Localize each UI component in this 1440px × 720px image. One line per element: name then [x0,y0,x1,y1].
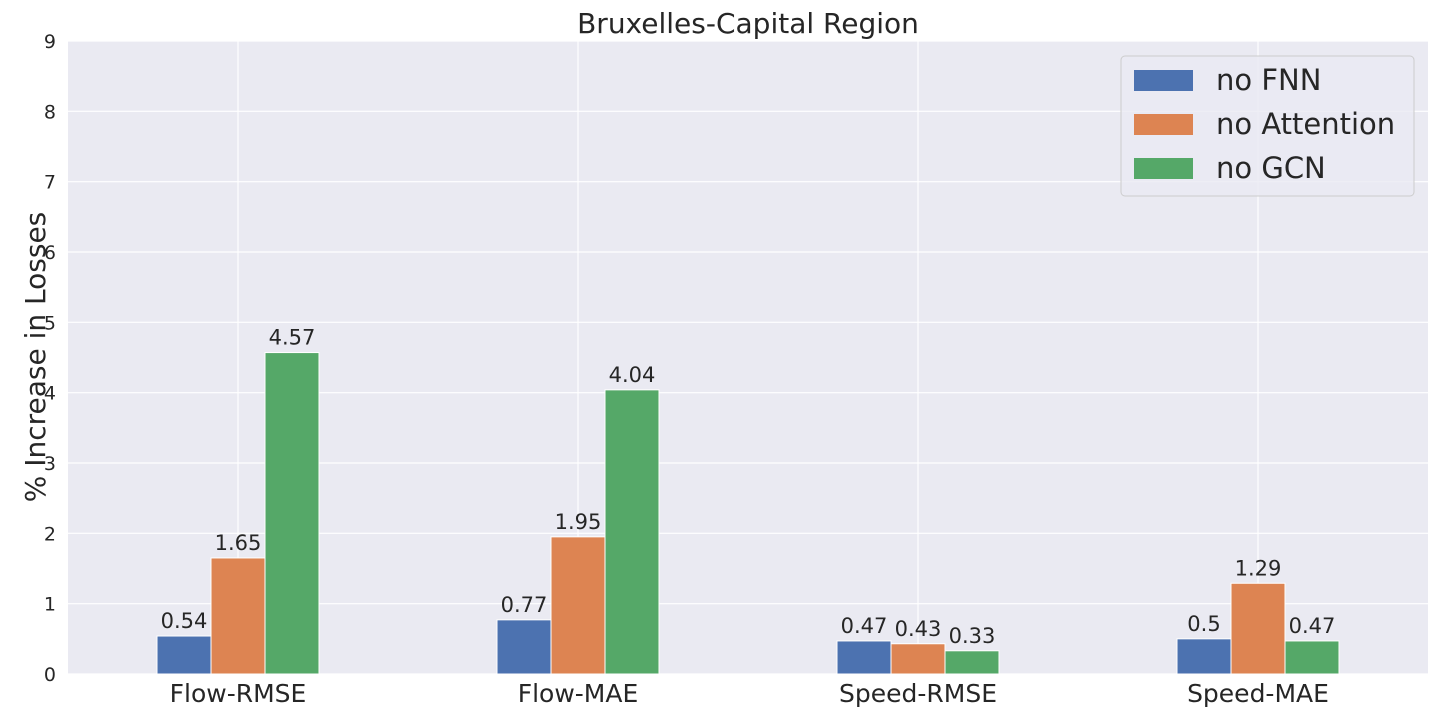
bars [156,352,1340,675]
legend-swatch [1134,114,1193,135]
bar [264,352,320,675]
x-tick-label: Flow-MAE [518,679,639,708]
y-tick-label: 9 [44,31,56,53]
bar [496,619,552,675]
bar [944,650,1000,675]
bar [604,389,660,675]
legend-label: no FNN [1216,63,1321,97]
legend-label: no Attention [1216,107,1395,141]
bar [210,557,266,675]
bar [890,643,946,675]
y-tick-label: 2 [44,523,56,545]
bar-value-label: 4.57 [269,326,316,350]
x-tick-label: Flow-RMSE [170,679,307,708]
bar-value-label: 1.29 [1235,556,1282,580]
bar-value-label: 1.95 [555,510,602,534]
chart-title: Bruxelles-Capital Region [577,7,919,40]
bar-value-label: 0.43 [895,617,942,641]
x-tick-label: Speed-RMSE [839,679,997,708]
bar-value-label: 0.47 [1289,614,1336,638]
legend-swatch [1134,158,1193,179]
y-tick-label: 6 [44,242,56,264]
legend-swatch [1134,70,1193,91]
bar-value-label: 0.5 [1187,612,1220,636]
y-axis-ticks: 0 1 2 3 4 5 6 7 8 9 [44,31,56,686]
bar [156,635,212,675]
bar-value-label: 0.54 [161,609,208,633]
y-tick-label: 4 [44,383,56,405]
legend-frame [1120,55,1415,197]
bar [836,640,892,675]
data-labels: 0.54 0.77 0.47 0.5 1.65 1.95 0.43 1.29 4.57 4.04 0… [161,326,1336,648]
y-tick-label: 0 [44,664,56,686]
x-axis-ticks: Flow-RMSE Flow-MAE Speed-RMSE Speed-MAE [170,679,1329,708]
bar-value-label: 1.65 [215,531,262,555]
bar [550,536,606,675]
y-tick-label: 1 [44,594,56,616]
y-tick-label: 7 [44,172,56,194]
legend-label: no GCN [1216,151,1326,185]
y-tick-label: 8 [44,101,56,123]
bar-value-label: 0.77 [501,593,548,617]
y-tick-label: 5 [44,312,56,334]
y-tick-label: 3 [44,453,56,475]
bar-value-label: 0.33 [949,624,996,648]
bar [1284,640,1340,675]
bar-value-label: 0.47 [841,614,888,638]
y-axis-label: % Increase in Losses [19,212,52,503]
legend: no FNN no Attention no GCN [1120,55,1415,197]
bar [1176,638,1232,675]
x-tick-label: Speed-MAE [1187,679,1329,708]
bar [1230,582,1286,675]
bar-value-label: 4.04 [609,363,656,387]
